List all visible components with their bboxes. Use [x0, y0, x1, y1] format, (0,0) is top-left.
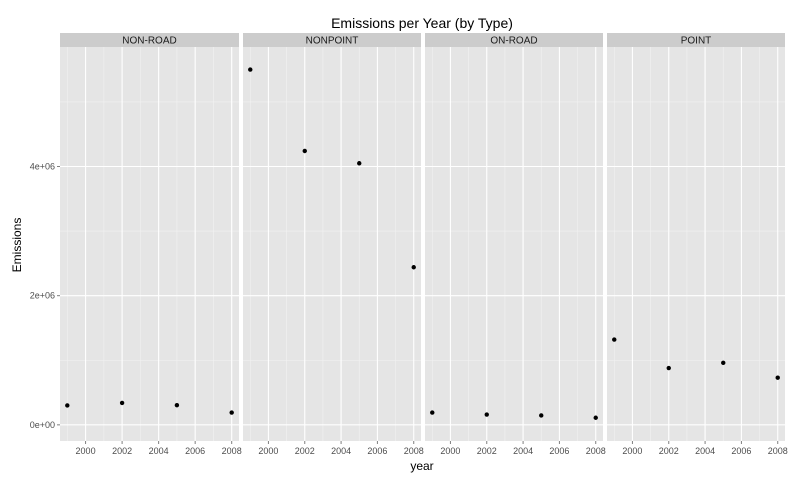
data-point — [248, 67, 253, 72]
facet-panel-on-road: ON-ROAD 2000 2002 2004 2006 2008 — [425, 33, 606, 456]
x-tick-label: 2008 — [404, 446, 424, 456]
facet-panel-point: POINT 2000 2002 2004 2006 2008 — [607, 33, 788, 456]
x-tick-label: 2002 — [295, 446, 315, 456]
facet-panel-non-road: NON-ROAD 2000 2002 2004 2006 2008 — [60, 33, 242, 456]
y-axis: 0e+00 2e+06 4e+06 — [30, 161, 60, 430]
panel-background — [607, 47, 785, 441]
data-point — [430, 410, 435, 415]
y-axis-title: Emissions — [10, 218, 24, 273]
panel-background — [425, 47, 603, 441]
x-tick-label: 2004 — [513, 446, 533, 456]
facet-strip — [425, 33, 603, 47]
facet-strip — [60, 33, 239, 47]
data-point — [721, 360, 726, 366]
data-point — [229, 410, 234, 415]
facet-strip-label: POINT — [681, 36, 712, 47]
x-tick-label: 2008 — [586, 446, 606, 456]
data-point — [174, 402, 180, 408]
x-tick-label: 2006 — [185, 446, 205, 456]
x-tick-label: 2002 — [659, 446, 679, 456]
data-point — [357, 161, 362, 166]
chart-title: Emissions per Year (by Type) — [331, 15, 513, 31]
facet-panel-nonpoint: NONPOINT 2000 2002 2004 2006 2008 — [243, 33, 424, 456]
x-tick-label: 2004 — [149, 446, 169, 456]
data-point — [411, 265, 416, 270]
x-tick-label: 2000 — [258, 446, 278, 456]
y-tick-label: 4e+06 — [30, 161, 55, 171]
x-tick-label: 2008 — [768, 446, 788, 456]
x-tick-label: 2000 — [622, 446, 642, 456]
data-point — [119, 400, 125, 406]
x-tick-label: 2006 — [367, 446, 387, 456]
data-point — [484, 412, 489, 417]
panel-background — [60, 47, 239, 441]
facet-strip — [607, 33, 785, 47]
facet-strip — [243, 33, 421, 47]
facet-panels: NON-ROAD 2000 2002 2004 2006 2008 NONPOINT 2000… — [60, 33, 788, 456]
x-axis-title: year — [410, 459, 433, 473]
x-tick-label: 2002 — [112, 446, 132, 456]
data-point — [593, 415, 598, 420]
data-point — [775, 375, 780, 380]
facet-strip-label: ON-ROAD — [490, 36, 537, 47]
data-point — [612, 337, 617, 342]
x-tick-label: 2000 — [76, 446, 96, 456]
panel-background — [243, 47, 421, 441]
y-tick-label: 2e+06 — [30, 291, 55, 301]
x-tick-label: 2006 — [731, 446, 751, 456]
data-point — [666, 365, 671, 371]
x-tick-label: 2002 — [477, 446, 497, 456]
facet-strip-label: NON-ROAD — [122, 36, 176, 47]
x-tick-label: 2004 — [695, 446, 715, 456]
data-point — [302, 148, 307, 154]
facet-strip-label: NONPOINT — [306, 36, 359, 47]
x-tick-label: 2004 — [331, 446, 351, 456]
x-tick-label: 2008 — [222, 446, 242, 456]
y-tick-label: 0e+00 — [30, 420, 55, 430]
data-point — [539, 413, 544, 418]
x-tick-label: 2006 — [549, 446, 569, 456]
x-tick-label: 2000 — [440, 446, 460, 456]
data-point — [65, 403, 70, 408]
